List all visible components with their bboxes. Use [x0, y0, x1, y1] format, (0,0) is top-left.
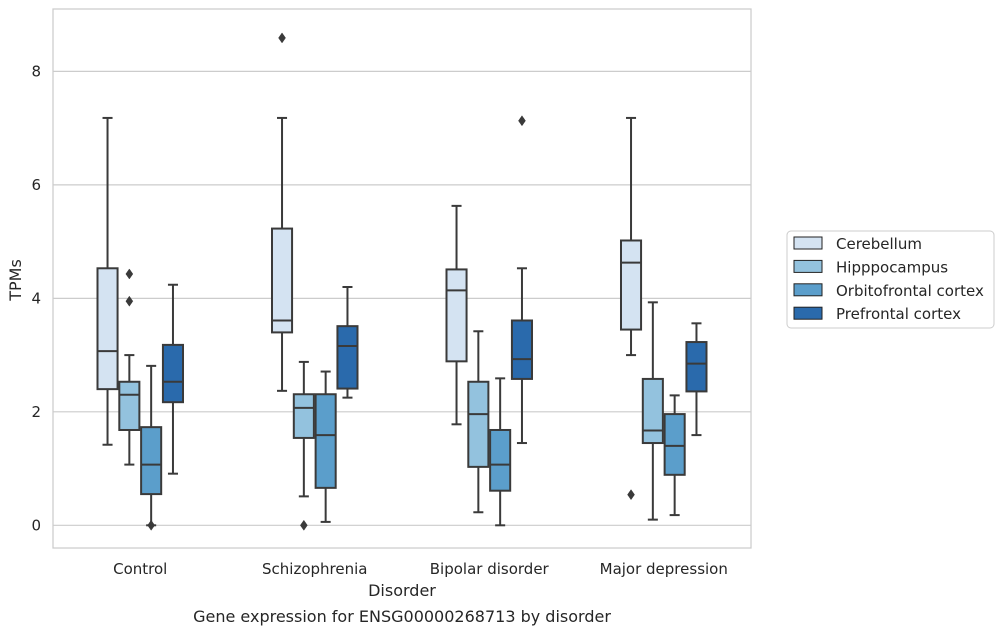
x-tick-label: Schizophrenia	[262, 560, 367, 578]
legend-swatch	[793, 306, 823, 320]
iqr-box	[489, 428, 512, 492]
legend-swatch	[793, 259, 823, 273]
legend: Cerebellum Hipppocampus Orbitofrontal cort…	[786, 230, 995, 329]
iqr-box	[314, 393, 337, 489]
outlier-point	[125, 268, 134, 280]
iqr-box	[685, 341, 708, 393]
grid-lines	[53, 70, 751, 526]
x-tick-label: Bipolar disorder	[430, 560, 550, 578]
outlier-point	[278, 32, 286, 44]
box-2-1	[314, 370, 337, 523]
outlier-point	[147, 519, 155, 531]
iqr-box	[445, 268, 468, 363]
box-3-1	[336, 286, 359, 399]
iqr-box	[336, 325, 359, 390]
iqr-box	[619, 239, 643, 331]
legend-frame	[786, 230, 995, 329]
iqr-box	[467, 380, 490, 468]
box-0-0	[96, 116, 119, 446]
y-tick-label: 6	[31, 176, 41, 194]
y-tick-label: 2	[31, 403, 41, 421]
iqr-box	[140, 426, 163, 496]
x-tick-labels: Control Schizophrenia Bipolar disorder Majo…	[113, 560, 728, 578]
x-tick-label: Control	[113, 560, 167, 578]
iqr-box	[96, 267, 119, 391]
iqr-box	[641, 377, 664, 445]
box-2-3	[663, 394, 686, 517]
plot-frame	[52, 8, 752, 549]
box-0-2	[445, 204, 468, 426]
y-tick-label: 8	[31, 62, 41, 80]
legend-swatch	[793, 236, 823, 250]
box-0-1	[270, 32, 294, 392]
figure-caption: Gene expression for ENSG00000268713 by d…	[193, 607, 611, 626]
box-1-3	[641, 301, 664, 521]
iqr-box	[292, 393, 315, 439]
iqr-box	[161, 343, 185, 404]
outlier-point	[125, 295, 134, 307]
box-3-2	[510, 115, 534, 445]
y-tick-labels: 0 2 4 6 8	[31, 62, 41, 534]
y-tick-label: 0	[31, 516, 41, 534]
box-2-0	[140, 364, 163, 531]
x-tick-label: Major depression	[600, 560, 728, 578]
y-tick-label: 4	[31, 289, 41, 307]
legend-label: Prefrontal cortex	[836, 305, 961, 323]
iqr-box	[118, 380, 141, 431]
box-1-2	[467, 330, 490, 514]
box-series	[96, 32, 708, 531]
x-axis-label: Disorder	[368, 581, 436, 600]
box-3-3	[685, 322, 708, 437]
legend-label: Hipppocampus	[836, 258, 948, 276]
iqr-box	[270, 227, 294, 334]
box-0-3	[619, 116, 643, 501]
outlier-point	[627, 489, 635, 501]
legend-label: Orbitofrontal cortex	[836, 282, 984, 300]
y-axis-label: TPMs	[6, 259, 25, 302]
box-1-0	[118, 268, 141, 466]
box-2-2	[489, 377, 512, 527]
legend-swatch	[793, 283, 823, 297]
legend-label: Cerebellum	[836, 235, 922, 253]
iqr-box	[663, 413, 686, 476]
box-1-1	[292, 360, 315, 531]
outlier-point	[518, 115, 526, 127]
box-3-0	[161, 283, 185, 475]
outlier-point	[300, 519, 308, 531]
iqr-box	[510, 319, 534, 380]
